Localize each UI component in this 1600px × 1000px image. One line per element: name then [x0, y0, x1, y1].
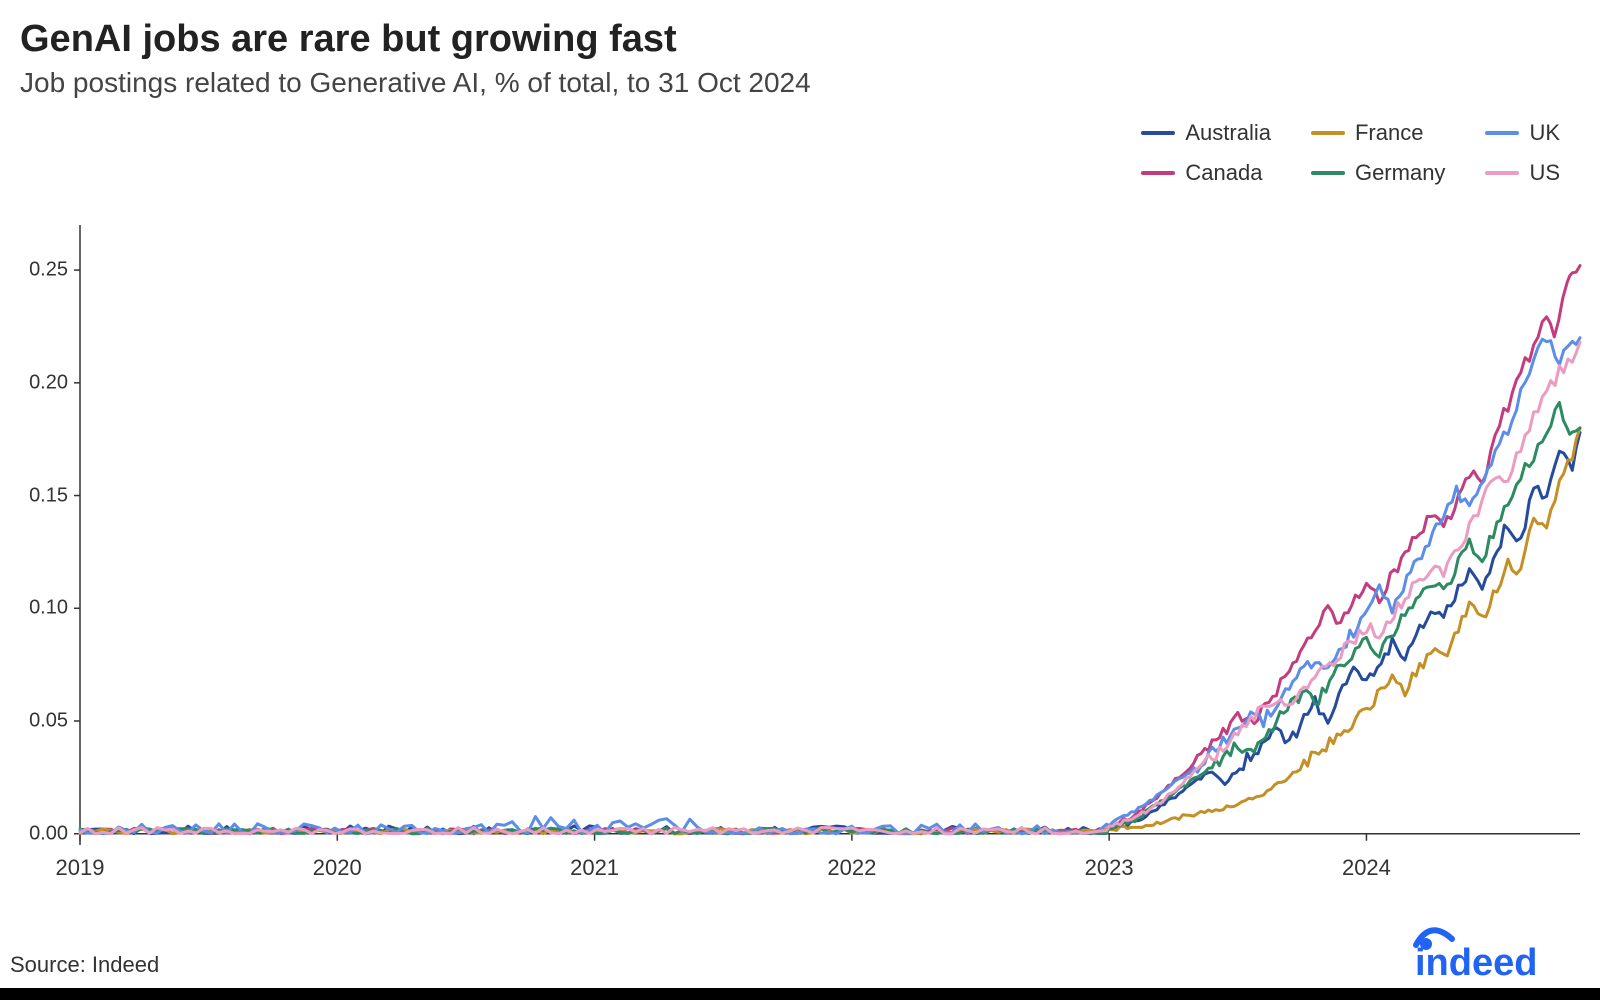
y-tick-label: 0.20 — [18, 371, 68, 394]
y-tick-label: 0.00 — [18, 822, 68, 845]
y-tick-label: 0.10 — [18, 597, 68, 620]
legend-swatch — [1311, 171, 1345, 175]
legend-label: UK — [1529, 120, 1560, 146]
footer-bar — [0, 988, 1600, 1000]
legend: Australia France UK Canada Germany US — [1141, 120, 1560, 186]
y-tick-label: 0.05 — [18, 710, 68, 733]
legend-label: Germany — [1355, 160, 1445, 186]
legend-swatch — [1311, 131, 1345, 135]
legend-item-australia: Australia — [1141, 120, 1271, 146]
legend-label: Canada — [1185, 160, 1262, 186]
legend-swatch — [1485, 131, 1519, 135]
legend-item-germany: Germany — [1311, 160, 1445, 186]
y-tick-label: 0.15 — [18, 484, 68, 507]
x-tick-label: 2021 — [570, 855, 619, 881]
legend-swatch — [1141, 131, 1175, 135]
series-germany — [80, 403, 1580, 834]
source-label: Source: Indeed — [10, 952, 159, 978]
x-tick-label: 2020 — [313, 855, 362, 881]
x-tick-label: 2019 — [56, 855, 105, 881]
x-tick-label: 2024 — [1342, 855, 1391, 881]
series-us — [80, 342, 1580, 834]
indeed-logo: indeed — [1410, 925, 1570, 986]
legend-label: France — [1355, 120, 1423, 146]
chart-subtitle: Job postings related to Generative AI, %… — [20, 67, 1580, 99]
logo-text: indeed — [1415, 942, 1537, 981]
legend-swatch — [1141, 171, 1175, 175]
legend-swatch — [1485, 171, 1519, 175]
series-uk — [80, 338, 1580, 834]
legend-item-us: US — [1485, 160, 1560, 186]
legend-label: US — [1529, 160, 1560, 186]
line-chart — [80, 225, 1580, 845]
x-tick-label: 2022 — [827, 855, 876, 881]
legend-item-canada: Canada — [1141, 160, 1271, 186]
legend-item-france: France — [1311, 120, 1445, 146]
series-canada — [80, 266, 1580, 834]
chart-title: GenAI jobs are rare but growing fast — [20, 18, 1580, 61]
y-tick-label: 0.25 — [18, 259, 68, 282]
chart-area: 0.000.050.100.150.200.25 201920202021202… — [20, 225, 1580, 845]
legend-label: Australia — [1185, 120, 1271, 146]
x-tick-label: 2023 — [1085, 855, 1134, 881]
legend-item-uk: UK — [1485, 120, 1560, 146]
